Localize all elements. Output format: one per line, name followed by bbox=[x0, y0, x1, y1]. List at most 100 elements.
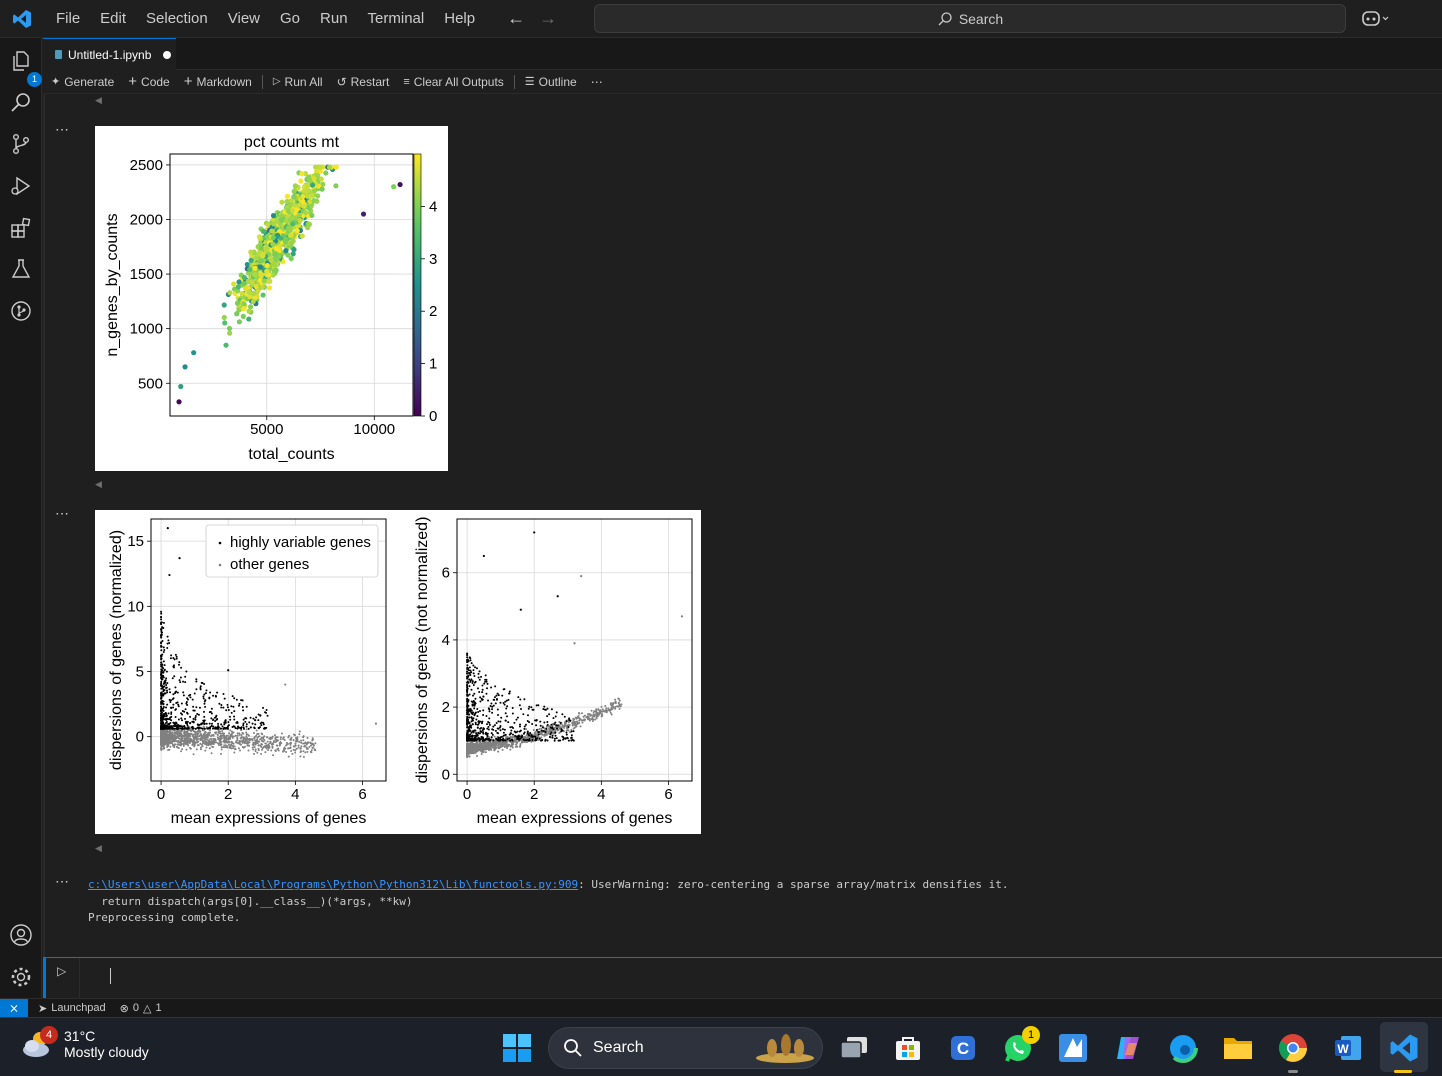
chart3-hv-gene-point bbox=[496, 732, 499, 735]
chart3-hv-gene-point bbox=[466, 704, 469, 707]
chart2-hv-gene-point bbox=[189, 693, 192, 696]
chart2-other-gene-point bbox=[223, 744, 226, 747]
menu-go[interactable]: Go bbox=[280, 9, 301, 27]
scroll-left-icon[interactable]: ◀ bbox=[95, 479, 102, 489]
chart3-hv-gene-point bbox=[482, 695, 485, 698]
chart2-other-gene-point bbox=[236, 734, 239, 737]
copilot-icon[interactable] bbox=[1360, 8, 1390, 32]
chart2-other-gene-point bbox=[254, 739, 257, 742]
chart2-hv-gene-point bbox=[223, 726, 226, 729]
explorer-icon[interactable]: 1 bbox=[8, 48, 42, 87]
chart2-hv-gene-point bbox=[184, 675, 187, 678]
menu-edit[interactable]: Edit bbox=[100, 9, 127, 27]
qc-scatter-output: 5000 10000 500 1000 1500 2000 2500 pct counts m… bbox=[95, 126, 448, 471]
testing-flask-icon[interactable] bbox=[8, 256, 34, 282]
chart2-other-gene-point bbox=[224, 746, 227, 749]
chart3-hv-gene-point bbox=[519, 729, 522, 732]
outline-button[interactable]: ☰ Outline bbox=[525, 75, 577, 89]
chart2-other-gene-point bbox=[301, 742, 304, 745]
chart3-other-gene-point bbox=[480, 743, 483, 746]
chart2-other-gene-point bbox=[298, 733, 301, 736]
chart3-other-gene-point bbox=[494, 743, 497, 746]
chart3-hv-gene-point bbox=[555, 711, 558, 714]
menu-run[interactable]: Run bbox=[320, 9, 348, 27]
chart2-hv-gene-point bbox=[236, 727, 239, 730]
chart3-hv-gene-point bbox=[554, 721, 557, 724]
more-actions-icon[interactable]: ⋯ bbox=[590, 74, 603, 89]
chart1-point bbox=[250, 298, 256, 304]
chart1-point bbox=[282, 239, 289, 245]
chart1-colorbar-label: 3 bbox=[429, 251, 437, 268]
chart1-point bbox=[268, 257, 274, 264]
menu-help[interactable]: Help bbox=[444, 9, 476, 27]
add-markdown-button[interactable]: + Markdown bbox=[184, 73, 252, 90]
chart3-hv-gene-point bbox=[485, 715, 488, 718]
menu-terminal[interactable]: Terminal bbox=[367, 9, 425, 27]
chart2-other-gene-point bbox=[201, 745, 204, 748]
chart3-hv-gene-point bbox=[472, 683, 475, 686]
chart2-hv-gene-point bbox=[228, 715, 231, 718]
restart-label: Restart bbox=[350, 74, 390, 89]
chart2-hv-gene-point bbox=[160, 610, 163, 613]
chart2-hv-gene-point bbox=[209, 691, 212, 694]
chart2-hv-gene-point bbox=[169, 722, 172, 725]
output-menu-icon[interactable]: ⋯ bbox=[55, 121, 70, 137]
menu-view[interactable]: View bbox=[227, 9, 260, 27]
menu-selection[interactable]: Selection bbox=[146, 9, 208, 27]
generate-button[interactable]: ✦ Generate bbox=[51, 75, 114, 89]
chart1-point bbox=[288, 255, 294, 262]
search-icon[interactable] bbox=[8, 90, 34, 116]
chart3-hv-gene-point bbox=[509, 739, 512, 742]
scroll-left-icon[interactable]: ◀ bbox=[95, 95, 102, 105]
unsaved-dot-icon[interactable] bbox=[163, 50, 172, 59]
chart2-hv-gene-point bbox=[245, 723, 248, 726]
chart3-other-gene-point bbox=[570, 728, 573, 731]
chart2-hv-gene-point bbox=[214, 695, 217, 698]
chart2-hv-gene-point bbox=[260, 721, 263, 724]
chart2-other-gene-point bbox=[173, 746, 176, 749]
restart-button[interactable]: ↺ Restart bbox=[337, 75, 390, 89]
source-control-icon[interactable] bbox=[8, 131, 34, 157]
chart2-other-gene-point bbox=[192, 729, 195, 732]
settings-gear-icon[interactable] bbox=[8, 964, 34, 990]
chart3-other-gene-point bbox=[592, 711, 595, 714]
chart2-y-label: dispersions of genes (normalized) bbox=[108, 530, 125, 770]
chart2-hv-gene-point bbox=[172, 703, 175, 706]
chart2-other-gene-point bbox=[212, 738, 215, 741]
gitlens-icon[interactable] bbox=[8, 298, 34, 324]
chart2-hv-gene-point bbox=[205, 722, 208, 725]
chart1-point bbox=[255, 288, 261, 294]
chart2-legend-label: highly variable genes bbox=[230, 534, 371, 551]
chart3-hv-gene-point bbox=[527, 707, 530, 710]
extensions-icon[interactable] bbox=[8, 215, 34, 241]
command-center-search[interactable]: Search bbox=[594, 4, 1346, 33]
chart2-other-gene-point bbox=[251, 739, 254, 742]
run-all-button[interactable]: ▷ Run All bbox=[273, 75, 323, 89]
menu-file[interactable]: File bbox=[56, 9, 81, 27]
chart3-other-gene-point bbox=[607, 707, 610, 710]
tab-untitled-notebook[interactable]: Untitled-1.ipynb bbox=[43, 38, 176, 70]
clear-all-outputs-button[interactable]: ≡ Clear All Outputs bbox=[403, 75, 503, 89]
back-arrow-icon[interactable]: ← bbox=[507, 8, 526, 28]
chart2-other-gene-point bbox=[229, 744, 232, 747]
chart2-other-gene-point bbox=[230, 734, 233, 737]
forward-arrow-icon[interactable]: → bbox=[539, 8, 558, 28]
chart2-hv-gene-point bbox=[180, 666, 183, 669]
account-icon[interactable] bbox=[8, 922, 34, 948]
chart2-other-gene-point bbox=[289, 741, 292, 744]
chart3-other-gene-point bbox=[509, 745, 512, 748]
chart3-hv-gene-point bbox=[478, 710, 481, 713]
chart3-other-gene-point bbox=[611, 708, 614, 711]
run-debug-icon[interactable] bbox=[8, 173, 34, 199]
chart2-other-gene-point bbox=[162, 747, 165, 750]
chart3-hv-gene-point bbox=[553, 723, 556, 726]
chart2-hv-gene-point bbox=[160, 680, 163, 683]
chart2-hv-gene-point bbox=[194, 718, 197, 721]
output-menu-icon[interactable]: ⋯ bbox=[55, 505, 70, 521]
chart2-other-gene-point bbox=[165, 742, 168, 745]
chart2-hv-gene-point bbox=[160, 705, 163, 708]
add-code-button[interactable]: + Code bbox=[128, 73, 169, 90]
chart3-hv-gene-point bbox=[550, 731, 553, 734]
chart3-hv-gene-point bbox=[515, 735, 518, 738]
chart2-other-gene-point bbox=[280, 742, 283, 745]
